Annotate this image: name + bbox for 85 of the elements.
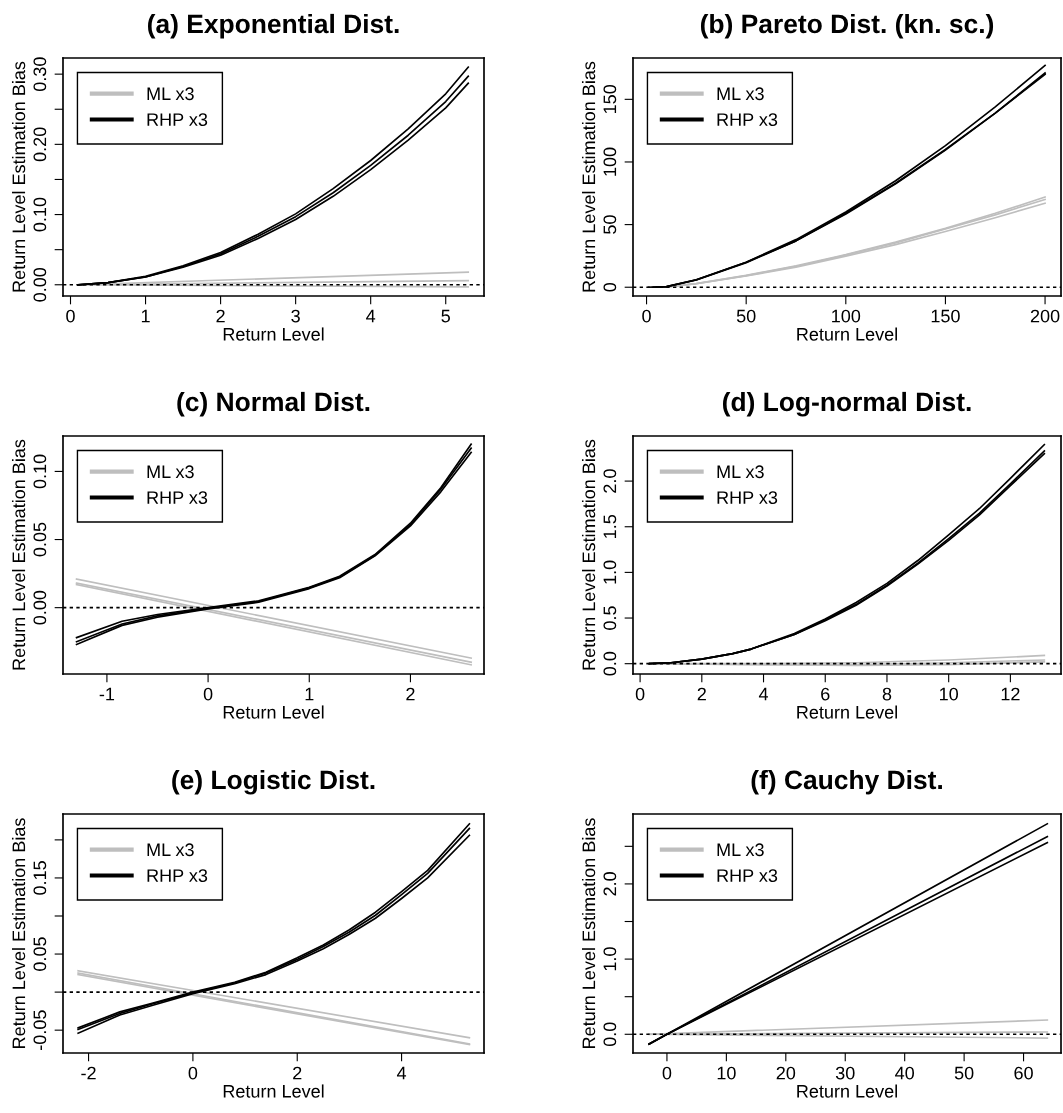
legend-label: ML x3 <box>717 843 764 857</box>
x-tick-label: 4 <box>758 687 769 701</box>
y-tick-label: 100 <box>603 147 617 176</box>
y-axis-title: Return Level Estimation Bias <box>581 818 596 1048</box>
x-axis-title: Return Level <box>797 705 897 719</box>
y-tick-label: 0.05 <box>33 522 47 557</box>
x-tick-label: 0 <box>635 687 645 701</box>
legend-label: ML x3 <box>147 465 194 479</box>
y-axis-title: Return Level Estimation Bias <box>581 61 596 292</box>
y-axis-title: Return Level Estimation Bias <box>11 818 26 1048</box>
x-tick-label: -2 <box>81 1066 96 1080</box>
x-tick-label: 0 <box>642 309 651 323</box>
y-tick-label: 1.5 <box>603 514 617 538</box>
x-tick-label: 150 <box>931 309 960 323</box>
x-tick-label: 2 <box>293 1066 302 1080</box>
x-axis-title: Return Level <box>797 327 897 341</box>
legend-label: ML x3 <box>717 87 764 101</box>
chart-title: (d) Log-normal Dist. <box>722 391 971 417</box>
x-tick-label: 2 <box>216 309 225 323</box>
x-tick-label: -1 <box>99 687 115 701</box>
y-tick-label: 0.05 <box>33 937 47 971</box>
y-tick-label: 150 <box>603 84 617 114</box>
legend-label: RHP x3 <box>147 869 208 883</box>
x-tick-label: 20 <box>776 1066 796 1080</box>
y-tick-label: 0.10 <box>33 454 47 489</box>
legend-label: RHP x3 <box>717 113 778 127</box>
x-tick-label: 0 <box>66 309 75 323</box>
y-tick-label: 0.10 <box>33 197 47 232</box>
y-tick-label: 0.5 <box>603 606 617 630</box>
chart-title: (c) Normal Dist. <box>177 391 370 417</box>
chart-title: (e) Logistic Dist. <box>172 769 375 795</box>
y-tick-label: 2.0 <box>603 872 617 896</box>
x-axis-title: Return Level <box>223 1084 324 1098</box>
y-tick-label: 1.0 <box>603 560 617 584</box>
x-tick-label: 4 <box>396 1066 407 1080</box>
y-axis-title: Return Level Estimation Bias <box>581 439 596 670</box>
y-tick-label: 0.0 <box>603 1022 617 1047</box>
y-tick-label: 2.0 <box>603 469 617 493</box>
x-tick-label: 3 <box>291 309 300 323</box>
x-tick-label: 10 <box>940 687 959 701</box>
x-tick-label: 40 <box>895 1066 915 1080</box>
legend-label: RHP x3 <box>147 491 208 505</box>
x-tick-label: 200 <box>1030 309 1060 323</box>
chart-title: (f) Cauchy Dist. <box>751 769 942 795</box>
x-tick-label: 50 <box>954 1066 974 1080</box>
y-tick-label: 0.15 <box>33 861 47 895</box>
x-tick-label: 0 <box>188 1066 198 1080</box>
chart-title: (a) Exponential Dist. <box>148 13 399 39</box>
legend-label: RHP x3 <box>717 491 778 505</box>
x-tick-label: 8 <box>882 687 892 701</box>
legend-label: ML x3 <box>147 843 194 857</box>
y-axis-title: Return Level Estimation Bias <box>11 61 26 292</box>
x-tick-label: 12 <box>1001 687 1020 701</box>
x-axis-title: Return Level <box>223 327 324 341</box>
chart-title: (b) Pareto Dist. (kn. sc.) <box>700 13 994 39</box>
y-tick-label: 0 <box>603 282 617 292</box>
legend-label: ML x3 <box>147 87 194 101</box>
x-tick-label: 50 <box>736 309 756 323</box>
legend-label: ML x3 <box>717 465 764 479</box>
x-tick-label: 10 <box>717 1066 736 1080</box>
x-tick-label: 0 <box>203 687 213 701</box>
y-tick-label: 0.00 <box>33 267 47 302</box>
x-tick-label: 60 <box>1014 1066 1033 1080</box>
x-tick-label: 100 <box>832 309 861 323</box>
x-tick-label: 30 <box>835 1066 855 1080</box>
legend-label: RHP x3 <box>147 113 208 127</box>
y-tick-label: 0.20 <box>33 127 47 162</box>
x-tick-label: 5 <box>441 309 450 323</box>
x-tick-label: 4 <box>366 309 376 323</box>
x-axis-title: Return Level <box>797 1084 897 1098</box>
y-axis-title: Return Level Estimation Bias <box>11 439 26 670</box>
x-tick-label: 0 <box>662 1066 672 1080</box>
y-tick-label: 0.30 <box>33 57 47 92</box>
y-tick-label: -0.05 <box>33 1010 47 1050</box>
x-tick-label: 2 <box>697 687 706 701</box>
x-tick-label: 1 <box>141 309 150 323</box>
y-tick-label: 0.0 <box>603 651 617 676</box>
x-tick-label: 1 <box>305 687 314 701</box>
y-tick-label: 0.00 <box>33 590 47 625</box>
y-tick-label: 50 <box>603 215 617 234</box>
x-tick-label: 6 <box>821 687 830 701</box>
y-tick-label: 1.0 <box>603 947 617 971</box>
legend-label: RHP x3 <box>717 869 778 883</box>
x-tick-label: 2 <box>406 687 415 701</box>
x-axis-title: Return Level <box>223 705 324 719</box>
